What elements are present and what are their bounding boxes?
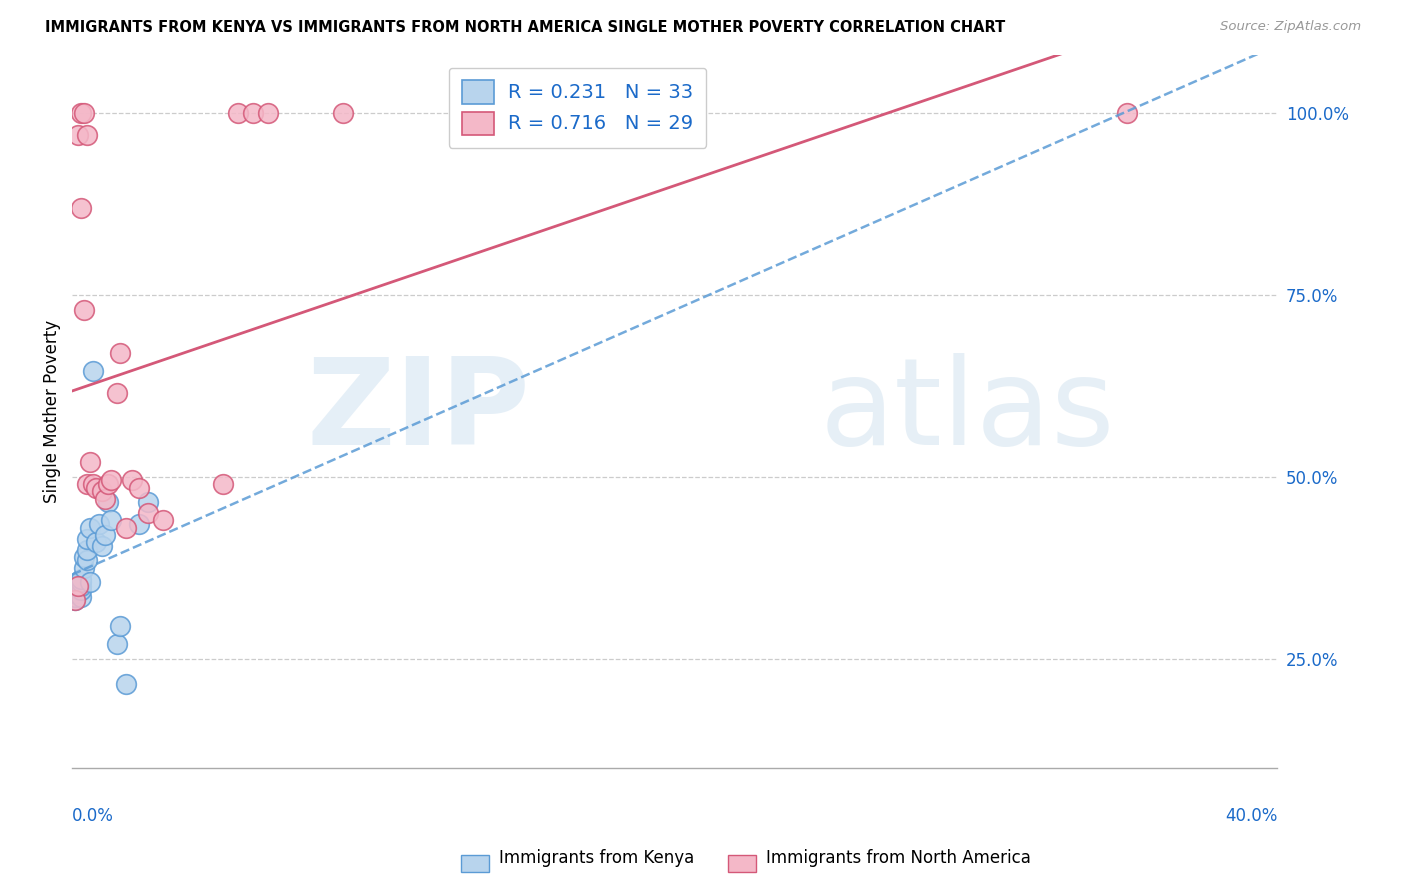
Point [70,575,93,590]
Point [73,560,96,574]
Point [67,582,90,597]
Point [107,637,129,651]
Point [67,575,90,590]
Point [86,481,108,495]
Point [91,484,114,499]
Point [70,572,93,586]
Point [65,582,87,597]
Point [100,474,122,488]
Point [79,521,101,535]
Point [70,579,93,593]
Point [67,579,90,593]
Point [70,201,93,215]
Point [136,506,159,520]
Point [65,593,87,607]
Point [226,106,249,120]
Point [110,619,132,633]
Point [152,514,174,528]
Point [1115,106,1137,120]
Point [115,677,138,691]
Point [100,514,122,528]
Point [97,495,120,509]
Point [70,582,93,597]
Point [73,106,96,120]
Point [121,474,143,488]
Point [86,535,108,549]
Point [82,364,104,378]
Point [67,586,90,600]
Point [257,106,280,120]
Point [79,455,101,469]
Point [70,106,93,120]
Point [212,477,235,491]
Legend: R = 0.231   N = 33, R = 0.716   N = 29: R = 0.231 N = 33, R = 0.716 N = 29 [449,68,706,147]
Point [115,521,138,535]
Point [76,553,98,567]
Text: Source: ZipAtlas.com: Source: ZipAtlas.com [1220,20,1361,33]
Text: 0.0%: 0.0% [72,807,114,825]
Point [65,593,87,607]
Point [76,477,98,491]
Point [128,517,150,532]
Point [79,575,101,590]
Y-axis label: Single Mother Poverty: Single Mother Poverty [44,320,60,503]
Point [67,579,90,593]
Point [242,106,264,120]
Point [97,477,120,491]
Text: IMMIGRANTS FROM KENYA VS IMMIGRANTS FROM NORTH AMERICA SINGLE MOTHER POVERTY COR: IMMIGRANTS FROM KENYA VS IMMIGRANTS FROM… [45,20,1005,35]
Point [110,346,132,360]
Point [76,532,98,546]
Point [107,386,129,401]
Point [65,586,87,600]
Text: atlas: atlas [820,353,1115,470]
Point [65,590,87,604]
Point [91,539,114,553]
Point [94,491,117,506]
Point [70,590,93,604]
Point [89,517,111,532]
Point [67,128,90,142]
Text: Immigrants from North America: Immigrants from North America [766,849,1031,867]
Point [76,128,98,142]
Point [76,542,98,557]
Point [94,528,117,542]
Point [73,302,96,317]
Point [136,495,159,509]
Point [73,549,96,564]
Point [332,106,354,120]
Text: ZIP: ZIP [307,353,530,470]
Point [82,477,104,491]
Text: Immigrants from Kenya: Immigrants from Kenya [499,849,695,867]
Point [128,481,150,495]
Text: 40.0%: 40.0% [1225,807,1278,825]
Point [65,579,87,593]
